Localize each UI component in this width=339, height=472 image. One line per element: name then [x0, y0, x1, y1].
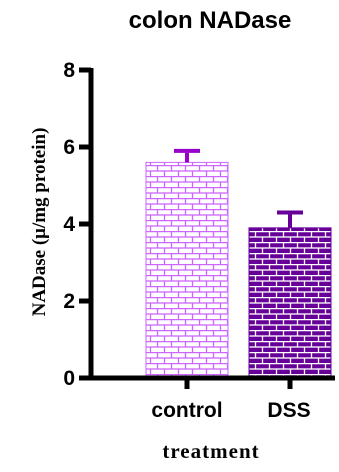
x-axis-label: treatment: [162, 439, 259, 463]
x-tick-label-control: control: [151, 399, 222, 422]
y-axis-label: NADase (μ/mg protein): [29, 128, 50, 317]
bar-dss: [248, 227, 332, 379]
bar-control: [145, 161, 229, 379]
y-tick-label-0: 0: [63, 367, 75, 390]
bars-layer: [145, 148, 332, 379]
y-tick-label-8: 8: [63, 59, 75, 82]
y-tick-label-2: 2: [63, 290, 75, 313]
axes-layer: 0 2 4 6 8 control DSS: [63, 59, 335, 422]
y-tick-label-4: 4: [63, 213, 75, 236]
x-tick-label-dss: DSS: [267, 399, 310, 422]
y-tick-label-6: 6: [63, 136, 75, 159]
chart-title: colon NADase: [129, 7, 292, 34]
